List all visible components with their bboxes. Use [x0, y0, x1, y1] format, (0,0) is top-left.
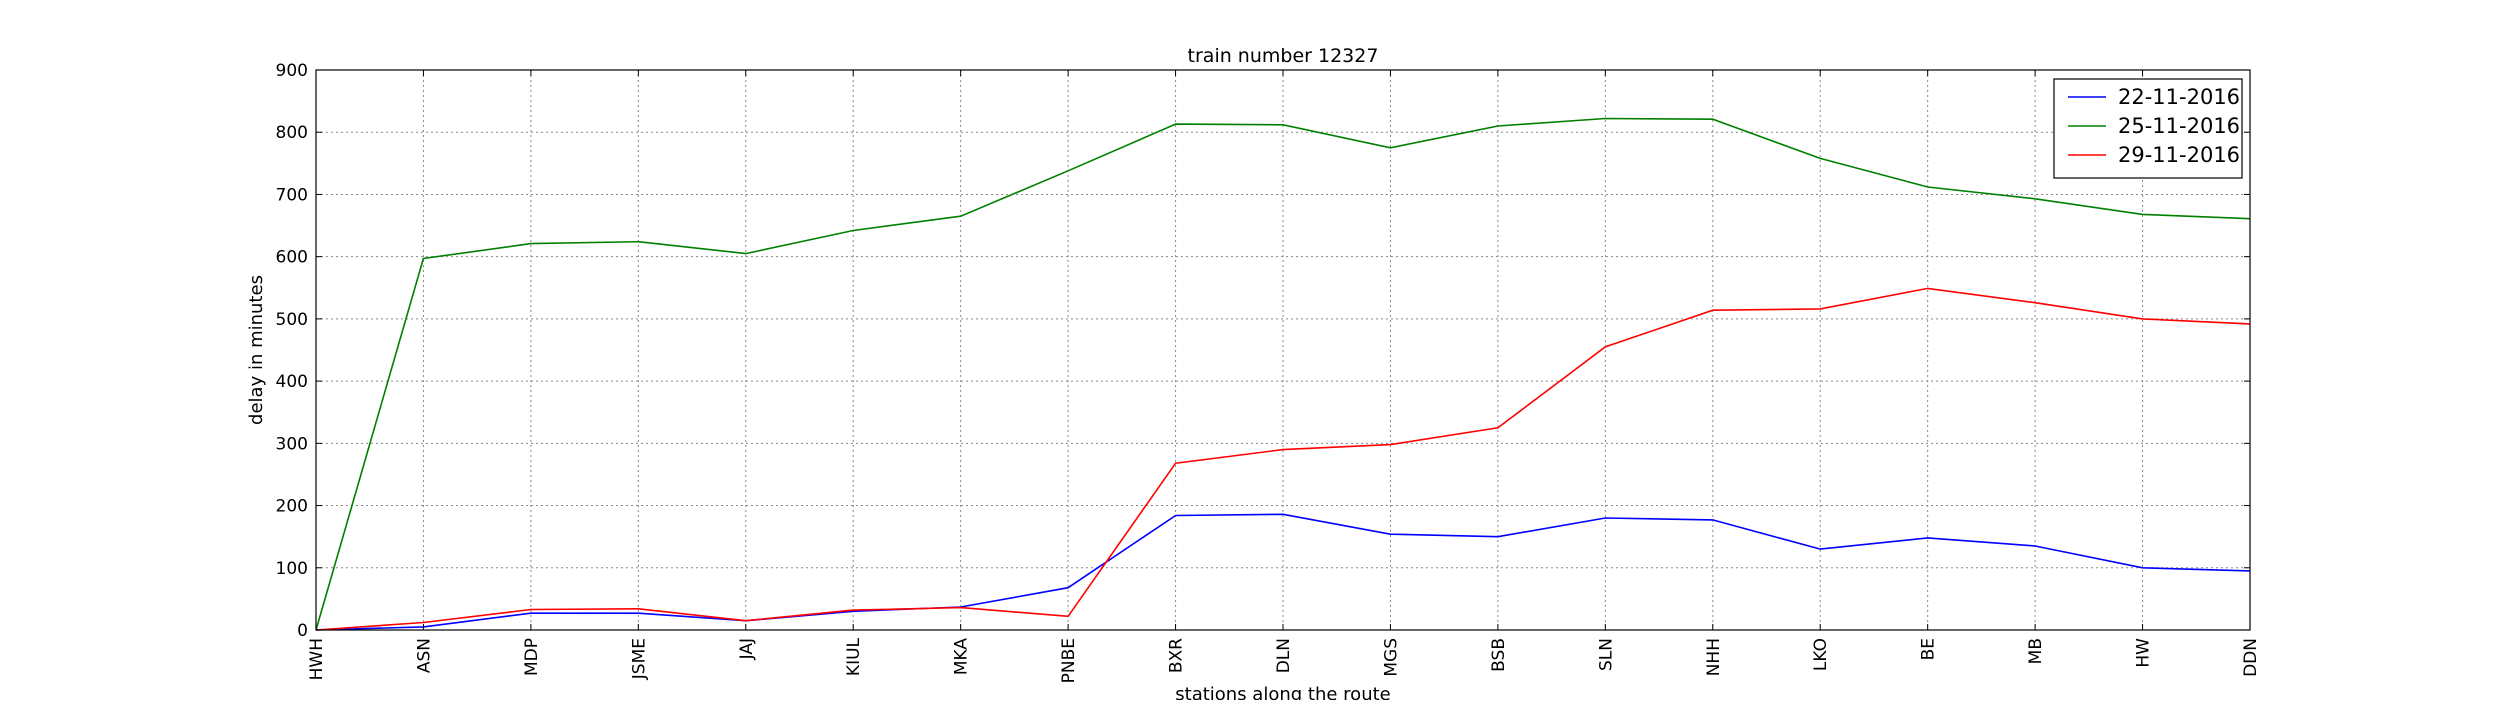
legend-label: 25-11-2016 — [2118, 114, 2240, 138]
y-axis-label: delay in minutes — [246, 275, 267, 425]
x-tick-label: HWH — [307, 638, 327, 680]
x-tick-label: BXR — [1167, 638, 1187, 673]
x-tick-label: NHH — [1704, 638, 1724, 676]
y-tick-label: 0 — [297, 621, 308, 641]
x-tick-label: LKO — [1811, 638, 1831, 671]
legend: 22-11-2016 25-11-2016 29-11-2016 — [2053, 78, 2243, 179]
y-tick-label: 200 — [276, 497, 308, 517]
x-tick-label: BSB — [1489, 638, 1509, 672]
x-tick-label: MB — [2026, 638, 2046, 664]
y-tick-label: 500 — [276, 310, 308, 330]
series-lines — [315, 117, 2251, 631]
y-tick-label: 700 — [276, 185, 308, 205]
x-tick-label: BE — [1919, 638, 1939, 660]
legend-box — [2053, 78, 2243, 179]
x-axis-label: stations along the route — [1175, 684, 1390, 700]
series-line-29-11-2016 — [315, 287, 2251, 631]
y-tick-label: 100 — [276, 559, 308, 579]
grid-lines — [316, 70, 2250, 630]
x-tick-label: MGS — [1381, 638, 1401, 677]
y-tick-label: 800 — [276, 123, 308, 143]
x-tick-label: KIUL — [844, 637, 864, 676]
y-tick-label: 900 — [276, 61, 308, 81]
x-tick-label: JSME — [629, 638, 649, 680]
chart-title: train number 12327 — [1188, 45, 1379, 67]
legend-label: 29-11-2016 — [2118, 143, 2240, 167]
x-tick-label: SLN — [1596, 638, 1616, 671]
x-tick-label: DDN — [2241, 638, 2261, 677]
y-tick-label: 600 — [276, 248, 308, 268]
x-tick-label: JAJ — [737, 638, 757, 660]
x-tick-label: PNBE — [1059, 638, 1079, 683]
legend-label: 22-11-2016 — [2118, 85, 2240, 109]
x-tick-label: HW — [2134, 638, 2154, 668]
y-tick-label: 300 — [276, 434, 308, 454]
x-tick-label: ASN — [414, 638, 434, 673]
x-tick-label: DLN — [1274, 638, 1294, 673]
y-tick-label: 400 — [276, 372, 308, 392]
series-line-25-11-2016 — [315, 117, 2251, 631]
x-tick-label: MDP — [522, 638, 542, 676]
x-tick-label: MKA — [952, 638, 972, 676]
series-line-22-11-2016 — [315, 513, 2251, 631]
axis-ticks: 0 100 200 300 400 500 600 700 800 900 HWH ASN MDP JSM… — [276, 61, 2261, 683]
